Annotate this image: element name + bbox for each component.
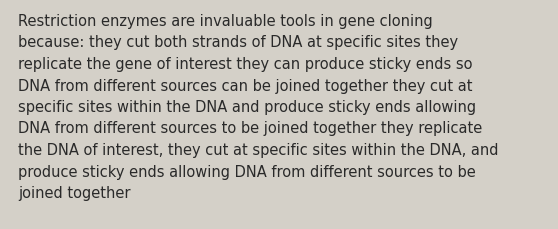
- Text: replicate the gene of interest they can produce sticky ends so: replicate the gene of interest they can …: [18, 57, 473, 72]
- Text: because: they cut both strands of DNA at specific sites they: because: they cut both strands of DNA at…: [18, 35, 458, 50]
- Text: DNA from different sources can be joined together they cut at: DNA from different sources can be joined…: [18, 78, 473, 93]
- Text: joined together: joined together: [18, 185, 131, 200]
- Text: DNA from different sources to be joined together they replicate: DNA from different sources to be joined …: [18, 121, 482, 136]
- Text: produce sticky ends allowing DNA from different sources to be: produce sticky ends allowing DNA from di…: [18, 164, 476, 179]
- Text: specific sites within the DNA and produce sticky ends allowing: specific sites within the DNA and produc…: [18, 100, 476, 114]
- Text: the DNA of interest, they cut at specific sites within the DNA, and: the DNA of interest, they cut at specifi…: [18, 142, 498, 157]
- Text: Restriction enzymes are invaluable tools in gene cloning: Restriction enzymes are invaluable tools…: [18, 14, 433, 29]
